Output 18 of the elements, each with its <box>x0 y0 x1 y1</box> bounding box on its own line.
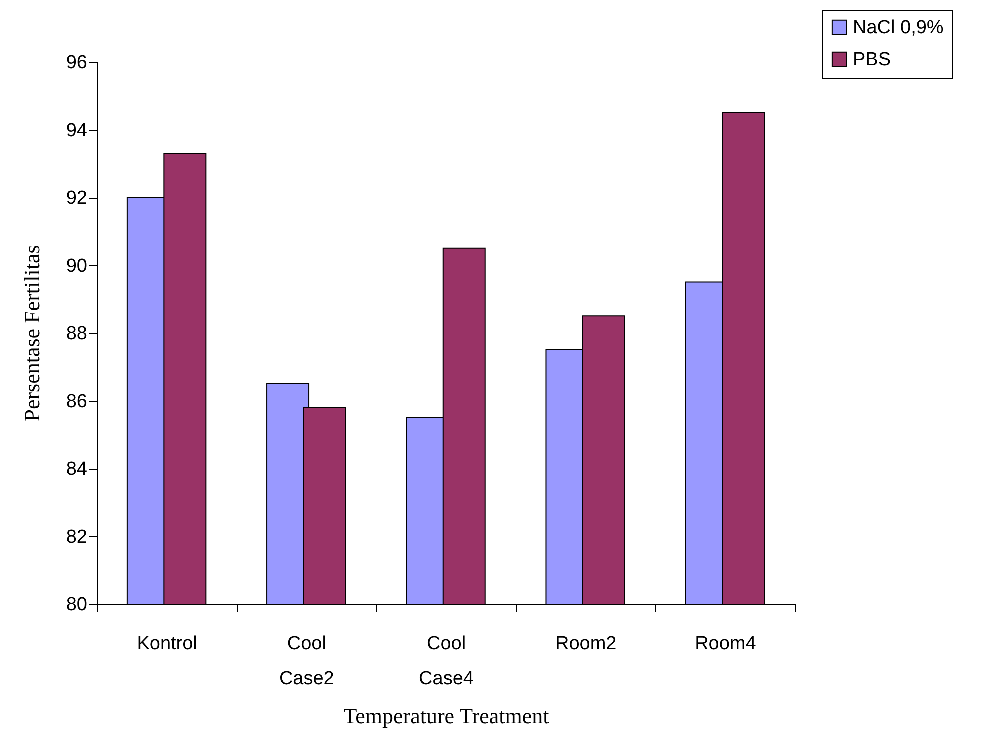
legend-label: PBS <box>853 50 892 70</box>
x-tick-label: Kontrol <box>137 634 198 654</box>
x-tick-label: Room2 <box>555 634 617 654</box>
legend-label: NaCl 0,9% <box>853 18 944 38</box>
y-axis-title: Persentase Fertilitas <box>19 245 44 422</box>
y-tick-label: 82 <box>66 526 88 548</box>
y-tick-label: 86 <box>66 391 88 412</box>
y-tick-label: 88 <box>66 324 88 344</box>
y-tick-label: 90 <box>66 256 88 277</box>
y-tick-label: 92 <box>66 188 88 209</box>
y-tick-label: 80 <box>66 594 88 616</box>
y-tick-label: 84 <box>66 459 88 480</box>
x-tick-label: Cool Case2 <box>279 634 334 690</box>
y-tick-label: 96 <box>66 52 88 74</box>
x-tick-label: Room4 <box>695 634 757 654</box>
x-tick-label: Cool Case4 <box>419 634 474 690</box>
x-axis-title: Temperature Treatment <box>344 704 550 728</box>
y-tick-label: 94 <box>66 120 88 142</box>
